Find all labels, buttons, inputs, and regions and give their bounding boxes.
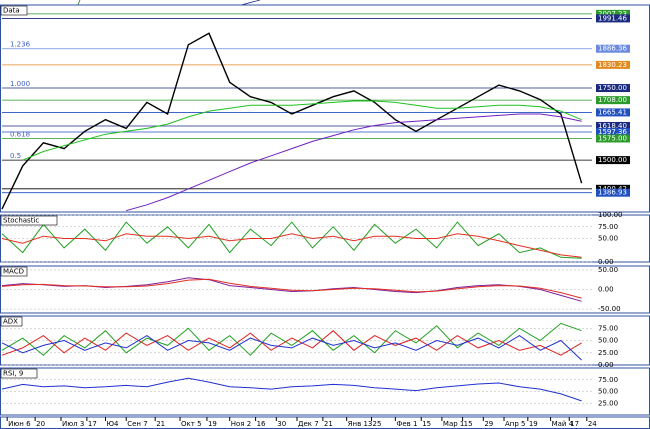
panel-title: ADX — [3, 318, 18, 326]
level-label-box — [596, 60, 630, 69]
series-line — [22, 100, 582, 161]
x-tick-label: 21 — [324, 420, 333, 428]
panel-title: RSI, 9 — [3, 370, 23, 378]
x-tick-label: Сен 7 — [127, 420, 147, 428]
series-line — [1, 221, 582, 259]
series-line — [1, 377, 582, 402]
y-tick-label: 1575.00 — [598, 134, 627, 142]
x-tick-label: Ю4 — [107, 420, 120, 428]
x-tick-label: 24 — [588, 420, 597, 428]
y-tick-label: 1991.46 — [598, 14, 627, 22]
series-line — [1, 335, 582, 361]
x-tick-label: Окт 5 — [181, 420, 202, 428]
panel-title: Stochastic — [3, 217, 39, 225]
y-tick-label: 1597.36 — [598, 128, 627, 136]
series-line — [1, 278, 582, 299]
y-tick-label: 1500.00 — [598, 156, 627, 164]
y-tick-label: 0.00 — [598, 286, 614, 294]
y-tick-label: 50.00 — [598, 266, 618, 274]
series-line — [1, 32, 583, 210]
level-label-box — [596, 96, 630, 105]
x-tick-label: Мар 1 — [443, 420, 464, 428]
level-label-box — [596, 9, 630, 18]
x-tick-label: Ноя 2 — [231, 420, 251, 428]
y-tick-label: 100.00 — [598, 211, 623, 219]
level-label-box — [596, 134, 630, 143]
level-label-box — [596, 14, 630, 23]
y-tick-label: 1386.93 — [598, 189, 627, 197]
x-tick-label: Май 4 — [552, 420, 574, 428]
panel-title: MACD — [3, 268, 24, 276]
level-label-box — [596, 188, 630, 197]
panel-frame — [0, 315, 650, 366]
panel-title: Data — [3, 7, 20, 15]
y-tick-label: 50.00 — [598, 388, 618, 396]
x-tick-label: Июн 6 — [8, 420, 31, 428]
level-label-box — [596, 84, 630, 93]
x-tick-label: 17 — [570, 420, 579, 428]
panel-title-box — [0, 5, 28, 16]
level-label-box — [596, 128, 630, 137]
y-tick-label: 1886.36 — [598, 45, 627, 53]
level-label-box — [596, 108, 630, 117]
y-tick-label: 50.00 — [598, 235, 618, 243]
fib-label: 0.618 — [10, 130, 30, 138]
x-tick-label: 20 — [36, 420, 45, 428]
panel-frame — [0, 367, 650, 416]
level-label-box — [596, 121, 630, 130]
y-tick-label: 75.00 — [598, 376, 618, 384]
x-tick-label: 25 — [373, 420, 382, 428]
x-tick-label: Янв 13 — [348, 420, 373, 428]
x-tick-label: 29 — [484, 420, 493, 428]
y-tick-label: 0.00 — [598, 258, 614, 266]
panel-title-box — [0, 316, 23, 327]
y-tick-label: 25.00 — [598, 399, 618, 407]
y-tick-label: 2007.23 — [598, 10, 627, 18]
y-tick-label: 1665.41 — [598, 108, 627, 116]
panel-title-box — [0, 368, 38, 379]
level-label-box — [596, 156, 630, 165]
x-tick-label: Июл 3 — [62, 420, 84, 428]
panel-frame — [0, 214, 650, 263]
y-tick-label: 1830.23 — [598, 61, 627, 69]
x-tick-label: 19 — [208, 420, 217, 428]
x-tick-label: 15 — [464, 420, 473, 428]
x-tick-label: Апр 5 — [505, 420, 526, 428]
panel-title-box — [0, 266, 28, 277]
x-tick-label: 19 — [529, 420, 538, 428]
level-label-box — [596, 44, 630, 53]
fib-label: 1.000 — [10, 80, 30, 88]
x-tick-label: 16 — [257, 420, 266, 428]
y-tick-label: 75.00 — [598, 324, 618, 332]
y-tick-label: 50.00 — [598, 337, 618, 345]
x-tick-label: 15 — [422, 420, 431, 428]
y-tick-label: 75.00 — [598, 223, 618, 231]
y-tick-label: 25.00 — [598, 349, 618, 357]
x-tick-label: Фев 1 — [396, 420, 417, 428]
panel-title-box — [0, 215, 58, 226]
x-tick-label: 21 — [156, 420, 165, 428]
y-tick-label: 1708.00 — [598, 96, 627, 104]
series-line — [1, 233, 582, 258]
series-line — [1, 330, 582, 356]
series-line — [1, 322, 582, 356]
series-line — [126, 113, 582, 212]
fib-label: 0.5 — [10, 152, 21, 160]
fib-label: 1.236 — [10, 41, 31, 49]
x-tick-label: 30 — [277, 420, 286, 428]
x-tick-label: Дек 7 — [298, 420, 319, 428]
y-tick-label: 1618.40 — [598, 122, 627, 130]
y-tick-label: -50.00 — [598, 305, 621, 313]
y-tick-label: 1750.00 — [598, 84, 627, 92]
x-tick-label: 17 — [88, 420, 97, 428]
y-tick-label: 0.00 — [598, 361, 614, 369]
